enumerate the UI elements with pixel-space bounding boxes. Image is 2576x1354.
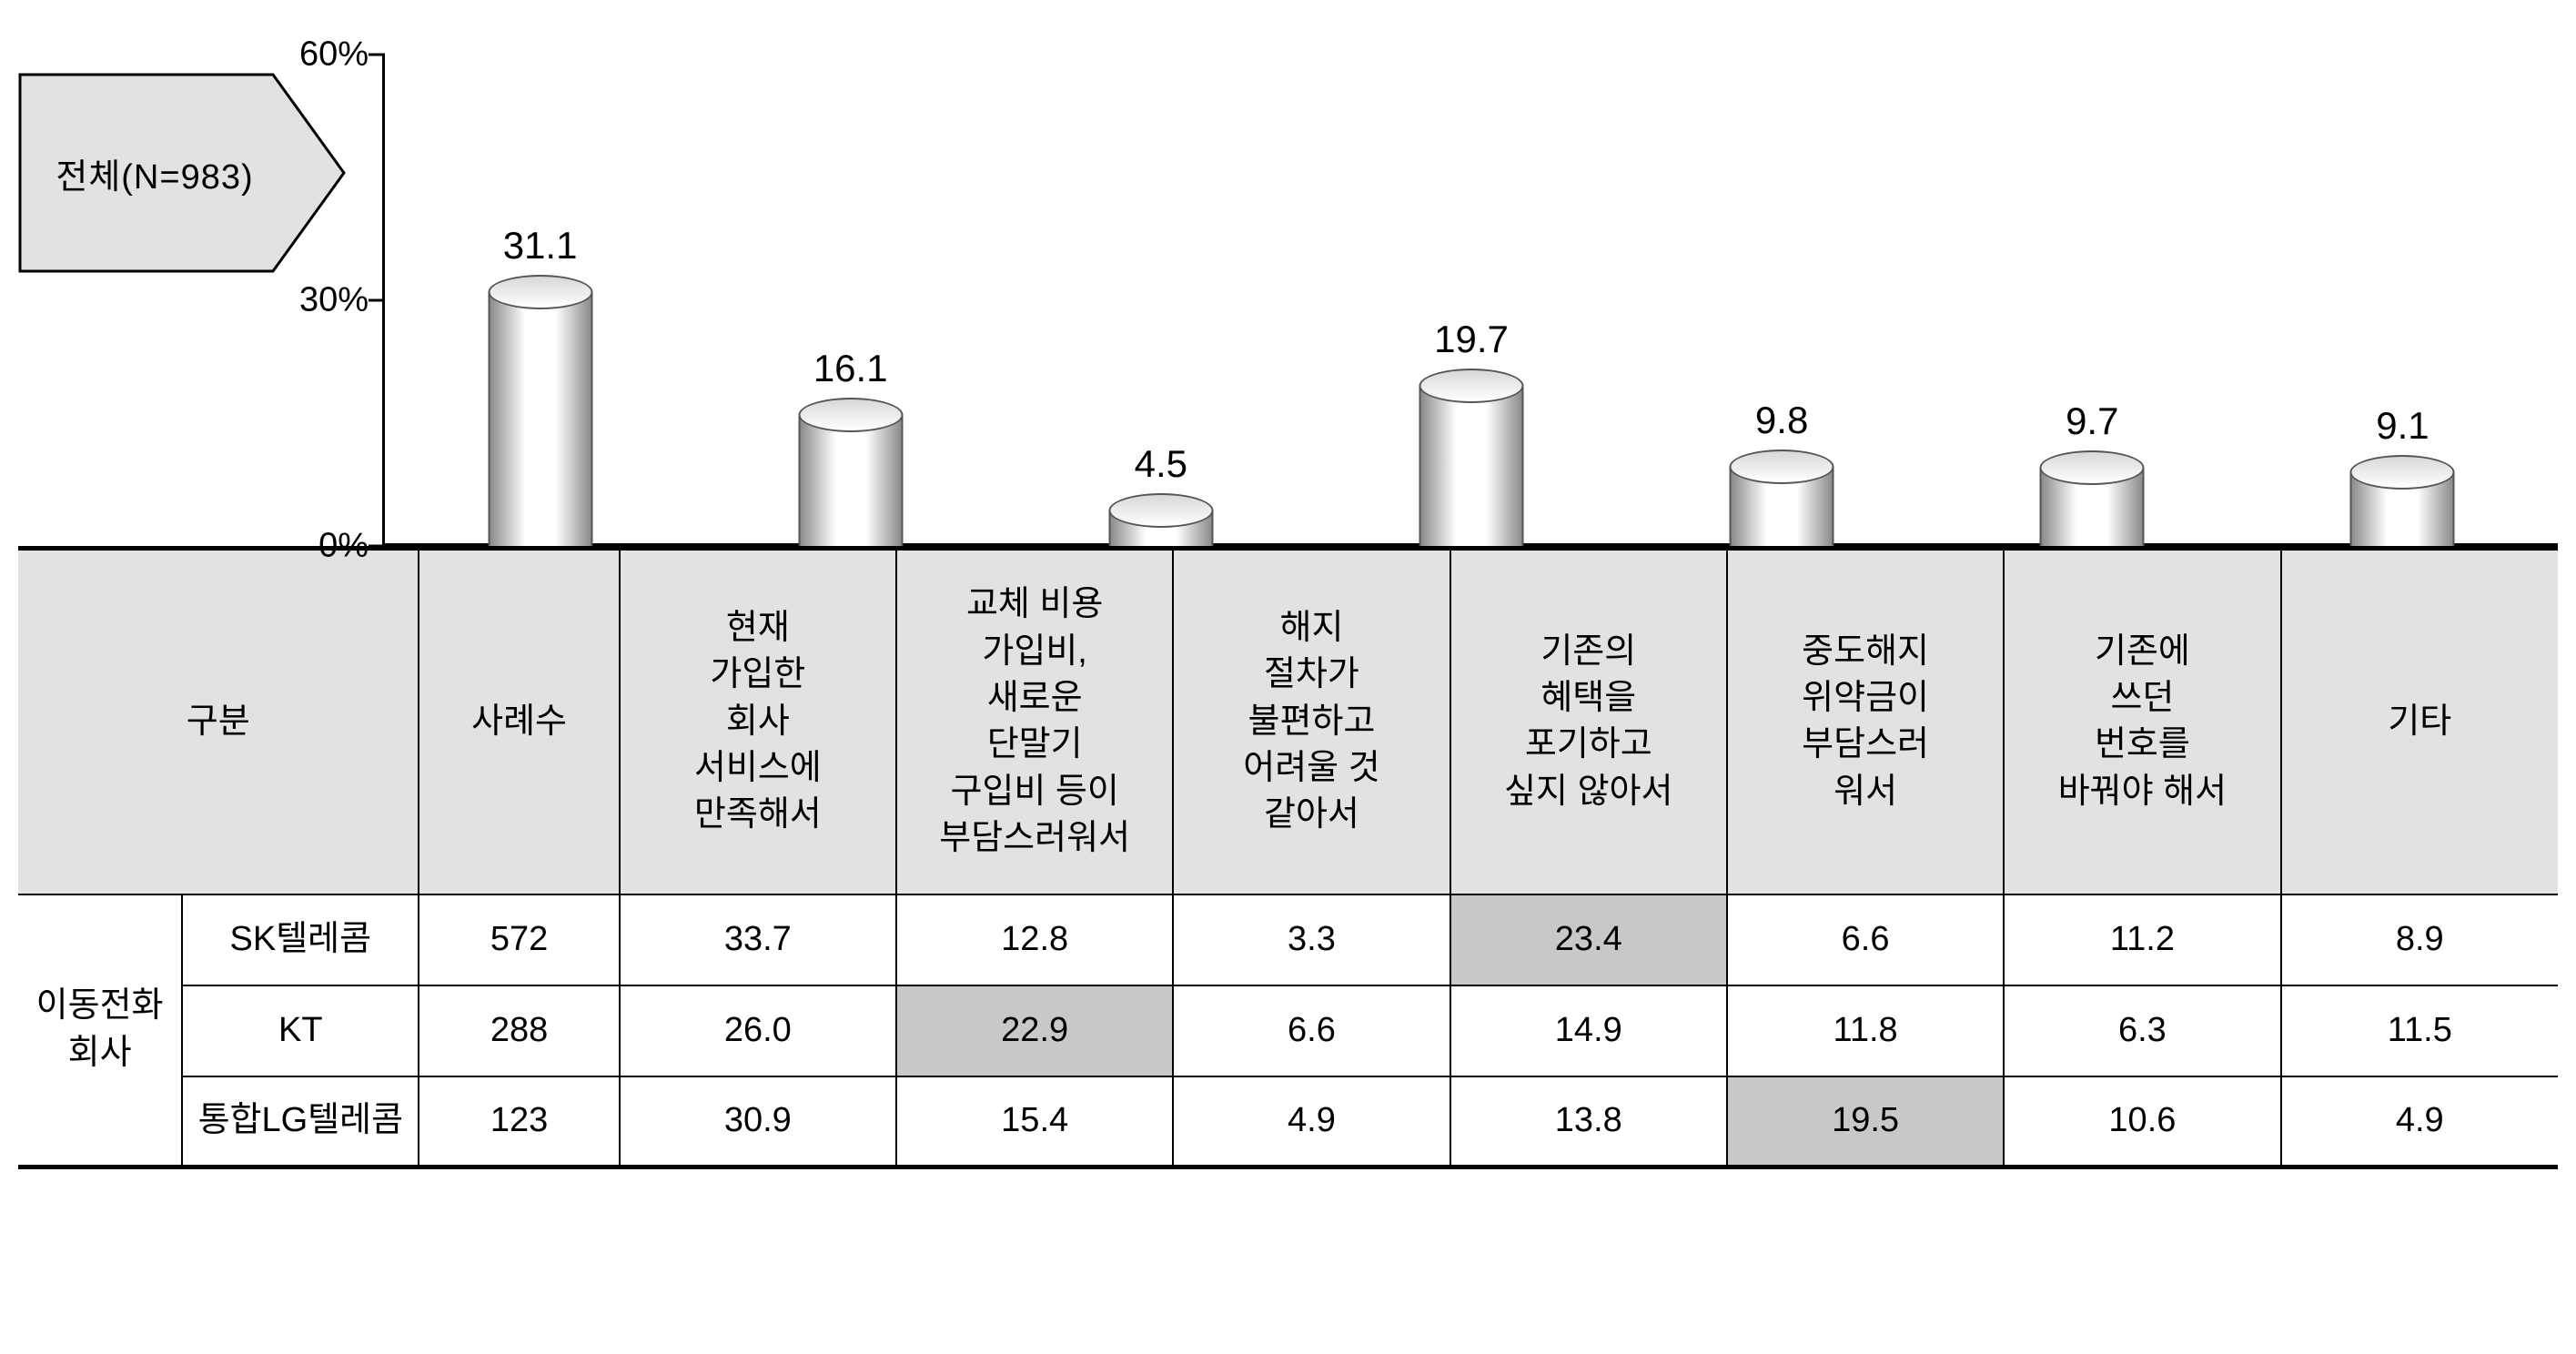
bar: 9.7 — [2040, 467, 2145, 546]
bar: 9.1 — [2350, 471, 2455, 546]
bar: 9.8 — [1730, 466, 1834, 546]
data-cell: 11.2 — [2004, 894, 2280, 985]
bar-top — [2350, 455, 2455, 490]
data-cell: 11.8 — [1727, 985, 2004, 1076]
bar-slot: 19.7 — [1316, 55, 1626, 546]
bar: 19.7 — [1419, 385, 1523, 546]
table-row: KT28826.022.96.614.911.86.311.5 — [18, 985, 2558, 1076]
bar-value-label: 9.7 — [2066, 399, 2118, 443]
table-body: 이동전화회사SK텔레콤57233.712.83.323.46.611.28.9K… — [18, 894, 2558, 1167]
bar-chart: 31.116.14.519.79.89.79.1 0%30%60% — [382, 18, 2558, 546]
data-table: 구분 사례수 현재가입한회사서비스에만족해서 교체 비용가입비,새로운단말기구입… — [18, 546, 2558, 1169]
data-cell: 15.4 — [896, 1076, 1173, 1167]
y-tick — [369, 299, 385, 302]
bar-body — [490, 293, 591, 546]
bar-slot: 31.1 — [385, 55, 695, 546]
bar-value-label: 4.5 — [1135, 442, 1187, 486]
th-d3: 기존의혜택을포기하고싶지 않아서 — [1450, 549, 1727, 894]
bar-value-label: 31.1 — [503, 224, 578, 268]
data-cell: 3.3 — [1173, 894, 1450, 985]
bar-body — [1420, 387, 1521, 546]
data-cell: 30.9 — [620, 1076, 896, 1167]
data-cell: 13.8 — [1450, 1076, 1727, 1167]
bar-value-label: 16.1 — [813, 347, 888, 390]
bar-top — [1419, 369, 1523, 403]
y-axis-label: 60% — [299, 35, 369, 75]
row-n: 123 — [419, 1076, 619, 1167]
data-cell: 8.9 — [2281, 894, 2558, 985]
data-cell: 26.0 — [620, 985, 896, 1076]
bar-top — [798, 398, 903, 432]
data-cell: 6.6 — [1727, 894, 2004, 985]
bar-slot: 16.1 — [695, 55, 1005, 546]
th-d4: 중도해지위약금이부담스러워서 — [1727, 549, 2004, 894]
bar: 31.1 — [488, 291, 592, 546]
y-axis-label: 30% — [299, 281, 369, 320]
plot-area: 31.116.14.519.79.89.79.1 0%30%60% — [382, 55, 2558, 546]
y-tick — [369, 545, 385, 548]
table-row: 통합LG텔레콤12330.915.44.913.819.510.64.9 — [18, 1076, 2558, 1167]
row-n: 288 — [419, 985, 619, 1076]
data-cell: 14.9 — [1450, 985, 1727, 1076]
data-cell: 22.9 — [896, 985, 1173, 1076]
bar-top — [1730, 450, 1834, 484]
data-cell: 12.8 — [896, 894, 1173, 985]
total-badge: 전체(N=983) — [18, 73, 346, 273]
bar-slot: 9.1 — [2248, 55, 2558, 546]
th-d2: 해지절차가불편하고어려울 것같아서 — [1173, 549, 1450, 894]
bar-value-label: 9.1 — [2376, 404, 2429, 448]
row-name: SK텔레콤 — [182, 894, 419, 985]
bar: 4.5 — [1108, 510, 1213, 547]
th-n: 사례수 — [419, 549, 619, 894]
figure-root: 전체(N=983) 31.1 16.1 4.5 19.7 9.8 9.7 9.1 0% 30%… — [18, 18, 2558, 1169]
bar-top — [2040, 450, 2145, 485]
data-cell: 10.6 — [2004, 1076, 2280, 1167]
total-badge-label: 전체(N=983) — [18, 73, 291, 273]
bars-container: 31.1 16.1 4.5 19.7 9.8 9.7 9.1 — [385, 55, 2558, 546]
row-name: 통합LG텔레콤 — [182, 1076, 419, 1167]
data-cell: 4.9 — [1173, 1076, 1450, 1167]
data-cell: 4.9 — [2281, 1076, 2558, 1167]
bar: 16.1 — [798, 414, 903, 546]
bar-top — [488, 275, 592, 309]
bar-slot: 9.8 — [1627, 55, 1937, 546]
table-row: 이동전화회사SK텔레콤57233.712.83.323.46.611.28.9 — [18, 894, 2558, 985]
bar-slot: 9.7 — [1937, 55, 2248, 546]
data-cell: 6.6 — [1173, 985, 1450, 1076]
th-category: 구분 — [18, 549, 419, 894]
bar-value-label: 19.7 — [1434, 318, 1509, 361]
y-tick — [369, 54, 385, 56]
rowgroup-label: 이동전화회사 — [18, 894, 182, 1167]
bar-value-label: 9.8 — [1755, 399, 1808, 442]
y-axis-label: 0% — [318, 527, 369, 566]
th-d0: 현재가입한회사서비스에만족해서 — [620, 549, 896, 894]
data-cell: 11.5 — [2281, 985, 2558, 1076]
row-n: 572 — [419, 894, 619, 985]
th-d6: 기타 — [2281, 549, 2558, 894]
th-d5: 기존에쓰던번호를바꿔야 해서 — [2004, 549, 2280, 894]
data-cell: 19.5 — [1727, 1076, 2004, 1167]
th-d1: 교체 비용가입비,새로운단말기구입비 등이부담스러워서 — [896, 549, 1173, 894]
bar-slot: 4.5 — [1005, 55, 1316, 546]
data-cell: 6.3 — [2004, 985, 2280, 1076]
bar-top — [1108, 493, 1213, 528]
data-cell: 33.7 — [620, 894, 896, 985]
data-cell: 23.4 — [1450, 894, 1727, 985]
row-name: KT — [182, 985, 419, 1076]
bar-body — [800, 416, 901, 546]
